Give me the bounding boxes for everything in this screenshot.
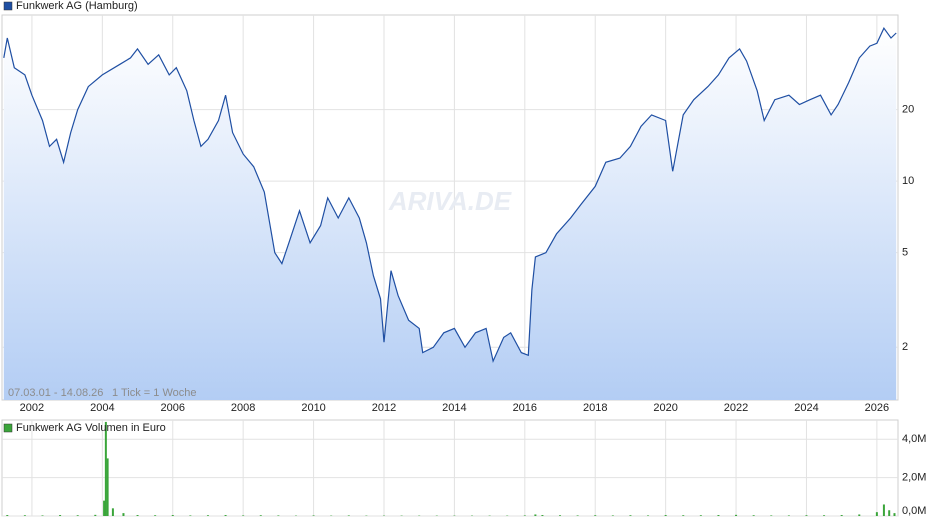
x-tick-label: 2022 [724, 402, 748, 414]
volume-bar [888, 510, 891, 516]
watermark: ARIVA.DE [388, 186, 512, 216]
volume-bar [171, 515, 174, 516]
volume-bar [541, 515, 544, 516]
y-tick-label: 5 [902, 247, 908, 259]
volume-bar [682, 515, 685, 516]
volume-bar [259, 515, 262, 516]
volume-bar [805, 515, 808, 516]
volume-bar [611, 515, 614, 516]
volume-bar [41, 515, 44, 516]
volume-bar [312, 515, 315, 516]
legend-swatch [3, 1, 13, 11]
volume-bar [23, 515, 26, 516]
volume-bar [189, 515, 192, 516]
volume-bar [875, 512, 878, 516]
volume-bar [752, 515, 755, 516]
volume-bar [523, 515, 526, 516]
volume-bar [277, 515, 280, 516]
volume-bar [882, 504, 885, 516]
volume-bar [94, 514, 97, 516]
legend-label: Funkwerk AG Volumen in Euro [16, 422, 166, 434]
y-tick-label: 20 [902, 103, 914, 115]
x-tick-label: 2018 [583, 402, 607, 414]
y-tick-label: 4,0M [902, 433, 926, 445]
plot-frame [1, 419, 899, 517]
annotation: 07.03.01 - 14.08.26 [8, 387, 103, 399]
x-tick-label: 2014 [442, 402, 466, 414]
y-tick-label: 2 [902, 341, 908, 353]
volume-bar [103, 500, 106, 516]
volume-bar [136, 515, 139, 516]
volume-bar [59, 515, 62, 516]
volume-bar [104, 421, 107, 516]
x-tick-label: 2016 [513, 402, 537, 414]
volume-bar [106, 458, 109, 516]
volume-bar [647, 515, 650, 516]
x-tick-label: 2026 [865, 402, 889, 414]
x-tick-label: 2006 [161, 402, 185, 414]
x-tick-label: 2002 [20, 402, 44, 414]
x-tick-label: 2004 [90, 402, 114, 414]
volume-bar [242, 515, 245, 516]
volume-bar [717, 515, 720, 516]
volume-bar [735, 514, 738, 516]
x-tick-label: 2010 [301, 402, 325, 414]
x-tick-label: 2020 [653, 402, 677, 414]
x-tick-label: 2008 [231, 402, 255, 414]
volume-bar [576, 515, 579, 516]
volume-bar [559, 515, 562, 516]
volume-bar [122, 513, 125, 516]
volume-bar [347, 515, 350, 516]
volume-bar [534, 514, 537, 516]
volume-bar [770, 515, 773, 516]
volume-bar [154, 515, 157, 516]
volume-bar [823, 515, 826, 516]
y-tick-label: 0,0M [902, 505, 926, 517]
y-tick-label: 10 [902, 175, 914, 187]
legend-label: Funkwerk AG (Hamburg) [16, 0, 138, 12]
volume-bar [594, 515, 597, 516]
volume-bar [787, 515, 790, 516]
x-tick-label: 2024 [794, 402, 818, 414]
price-line [3, 27, 897, 364]
volume-bar [858, 514, 861, 516]
y-tick-label: 2,0M [902, 472, 926, 484]
annotation: 1 Tick = 1 Woche [112, 387, 196, 399]
volume-bar [664, 515, 667, 516]
volume-bar [111, 508, 114, 516]
volume-bar [840, 515, 843, 516]
volume-bar [699, 515, 702, 516]
volume-bar [76, 515, 79, 516]
price-area [3, 28, 897, 400]
legend-swatch [3, 423, 13, 433]
volume-bar [629, 515, 632, 516]
volume-bar [206, 515, 209, 516]
volume-bar [224, 515, 227, 516]
volume-bar [6, 515, 9, 516]
volume-bar [893, 513, 896, 516]
x-tick-label: 2012 [372, 402, 396, 414]
